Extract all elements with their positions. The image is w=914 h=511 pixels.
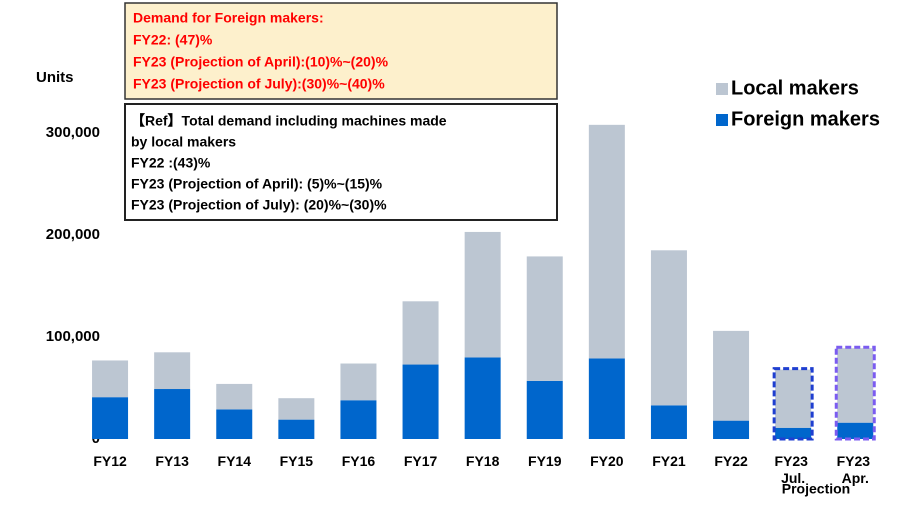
bar-segment (837, 348, 874, 423)
annotation-box (124, 103, 558, 221)
y-axis-label: Units (36, 69, 74, 86)
bar-segment (713, 420, 750, 439)
bar-segment (402, 364, 439, 439)
bar-segment (464, 357, 501, 439)
x-tick-label: FY17 (404, 453, 438, 469)
x-tick-label: FY23 Jul. (774, 453, 811, 486)
bar-segment (92, 360, 129, 398)
bar-segment (216, 409, 253, 439)
bar-segment (340, 400, 377, 439)
bar-segment (278, 419, 315, 439)
projection-outline (772, 367, 814, 441)
x-tick-label: FY22 (714, 453, 748, 469)
annotation-text: FY22 :(43)% (131, 155, 211, 171)
x-tick-label: FY15 (280, 453, 314, 469)
annotation-text: by local makers (131, 134, 236, 150)
bar-segment (464, 231, 501, 358)
x-tick-label: FY23 Apr. (837, 453, 874, 486)
legend-swatch (716, 114, 728, 126)
annotation-box (124, 2, 558, 100)
annotation-text: FY23 (Projection of April):(10)%~(20)% (133, 54, 389, 70)
y-tick-label: 300,000 (46, 124, 100, 141)
bar-segment (92, 397, 129, 439)
annotation-text: FY22: (47)% (133, 32, 213, 48)
bar-segment (713, 330, 750, 421)
legend-swatch (716, 83, 728, 95)
bar-segment (526, 380, 563, 439)
x-tick-label: FY18 (466, 453, 500, 469)
y-tick-label: 100,000 (46, 328, 100, 345)
bar-segment (278, 398, 315, 420)
bar-segment (588, 124, 625, 359)
x-tick-label: FY14 (218, 453, 252, 469)
x-tick-label: FY21 (652, 453, 686, 469)
bar-segment (588, 358, 625, 439)
bar-segment (402, 301, 439, 365)
y-tick-label: 200,000 (46, 226, 100, 243)
bar-segment (154, 352, 191, 390)
category-note: Projection (782, 481, 850, 497)
bar-segment (216, 383, 253, 410)
annotation-text: Demand for Foreign makers: (133, 10, 324, 26)
bar-segment (154, 389, 191, 439)
bar-segment (526, 256, 563, 381)
annotation-text: FY23 (Projection of July): (20)%~(30)% (131, 197, 387, 213)
x-tick-label: FY12 (93, 453, 127, 469)
bar-segment (775, 427, 812, 439)
x-tick-label: FY20 (590, 453, 624, 469)
bar-segment (837, 422, 874, 439)
annotation-text: 【Ref】Total demand including machines mad… (131, 113, 447, 129)
annotation-text: FY23 (Projection of July):(30)%~(40)% (133, 76, 385, 92)
bar-segment (775, 369, 812, 428)
bar-segment (650, 250, 687, 406)
x-tick-label: FY19 (528, 453, 562, 469)
projection-outline (834, 345, 876, 441)
annotation-text: FY23 (Projection of April): (5)%~(15)% (131, 176, 383, 192)
bar-segment (340, 363, 377, 401)
legend-label: Foreign makers (731, 108, 880, 130)
legend-label: Local makers (731, 77, 859, 99)
bar-segment (650, 405, 687, 439)
x-tick-label: FY13 (155, 453, 189, 469)
x-tick-label: FY16 (342, 453, 376, 469)
